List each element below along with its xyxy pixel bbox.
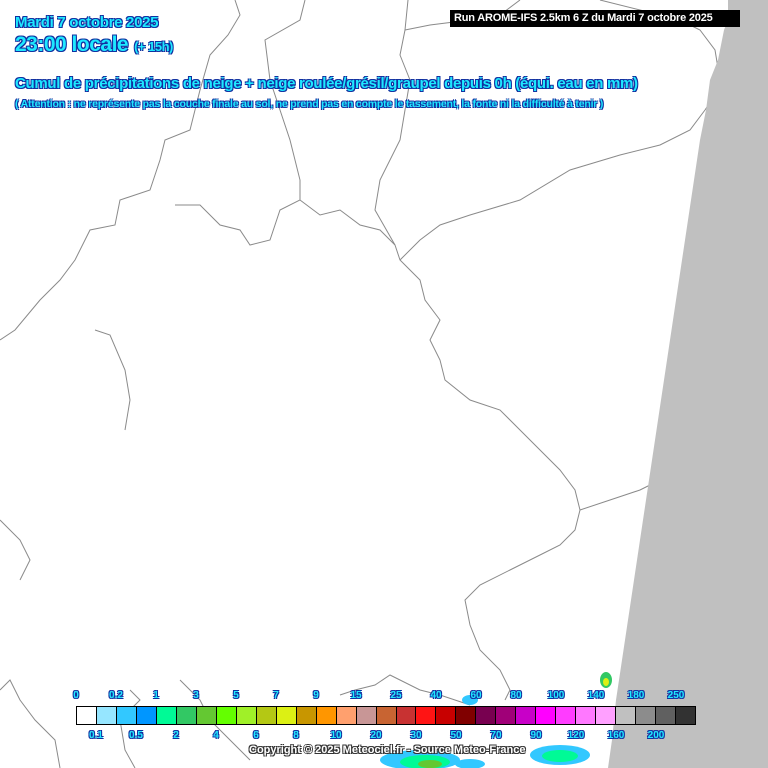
legend-swatch — [636, 707, 657, 724]
legend-swatch — [596, 707, 617, 724]
legend-swatch — [136, 707, 157, 724]
legend-swatch — [196, 707, 217, 724]
legend-swatch — [176, 707, 197, 724]
snow-precipitation-areas — [380, 672, 612, 768]
legend-value: 250 — [667, 690, 685, 701]
forecast-date: Mardi 7 octobre 2025 — [15, 14, 159, 31]
legend-value: 1 — [153, 690, 159, 701]
legend-value: 0.2 — [109, 690, 123, 701]
legend-value: 7 — [273, 690, 279, 701]
legend-value: 15 — [350, 690, 362, 701]
legend-value: 50 — [450, 730, 462, 741]
legend-value: 20 — [370, 730, 382, 741]
legend-swatch — [416, 707, 437, 724]
legend-swatch — [456, 707, 477, 724]
legend-swatch — [356, 707, 377, 724]
forecast-time-label: 23:00 locale — [15, 33, 129, 56]
legend-swatch — [516, 707, 537, 724]
legend-value: 140 — [587, 690, 605, 701]
legend-value: 8 — [293, 730, 299, 741]
legend-swatch — [396, 707, 417, 724]
legend-swatch — [556, 707, 577, 724]
legend-swatch — [77, 707, 97, 724]
legend-value: 40 — [430, 690, 442, 701]
color-legend — [76, 706, 696, 725]
model-run-label: Run AROME-IFS 2.5km 6 Z du Mardi 7 octob… — [450, 10, 740, 27]
legend-swatch — [336, 707, 357, 724]
legend-swatch — [236, 707, 257, 724]
legend-swatch — [436, 707, 457, 724]
legend-swatch — [676, 707, 696, 724]
legend-value: 9 — [313, 690, 319, 701]
legend-value: 25 — [390, 690, 402, 701]
legend-value: 3 — [193, 690, 199, 701]
forecast-time: 23:00 locale (+ 15h) — [15, 33, 173, 57]
legend-swatch — [476, 707, 497, 724]
legend-value: 90 — [530, 730, 542, 741]
legend-swatch — [216, 707, 237, 724]
legend-value: 0.1 — [89, 730, 103, 741]
legend-value: 120 — [567, 730, 585, 741]
legend-value: 0 — [73, 690, 79, 701]
legend-value: 10 — [330, 730, 342, 741]
legend-value: 2 — [173, 730, 179, 741]
legend-swatch — [316, 707, 337, 724]
lead-time: (+ 15h) — [134, 39, 173, 54]
legend-swatch — [376, 707, 397, 724]
legend-value: 0.5 — [129, 730, 143, 741]
legend-swatch — [256, 707, 277, 724]
legend-value: 100 — [547, 690, 565, 701]
legend-value: 5 — [233, 690, 239, 701]
outside-domain-area — [608, 0, 768, 768]
legend-swatch — [496, 707, 517, 724]
legend-swatch — [96, 707, 117, 724]
legend-swatch — [536, 707, 557, 724]
legend-swatch — [576, 707, 597, 724]
legend-value: 6 — [253, 730, 259, 741]
region-borders — [0, 0, 721, 768]
legend-value: 60 — [470, 690, 482, 701]
legend-value: 160 — [607, 730, 625, 741]
legend-swatch — [656, 707, 677, 724]
legend-swatch — [116, 707, 137, 724]
map-title: Cumul de précipitations de neige + neige… — [15, 75, 638, 92]
copyright: Copyright © 2025 Meteociel.fr - Source M… — [249, 744, 526, 756]
legend-value: 30 — [410, 730, 422, 741]
legend-swatch — [156, 707, 177, 724]
legend-value: 80 — [510, 690, 522, 701]
legend-swatch — [616, 707, 637, 724]
map-note: ( Attention : ne représente pas la couch… — [15, 98, 604, 110]
legend-value: 4 — [213, 730, 219, 741]
legend-value: 200 — [647, 730, 665, 741]
legend-swatch — [276, 707, 297, 724]
legend-swatch — [296, 707, 317, 724]
legend-value: 180 — [627, 690, 645, 701]
legend-value: 70 — [490, 730, 502, 741]
